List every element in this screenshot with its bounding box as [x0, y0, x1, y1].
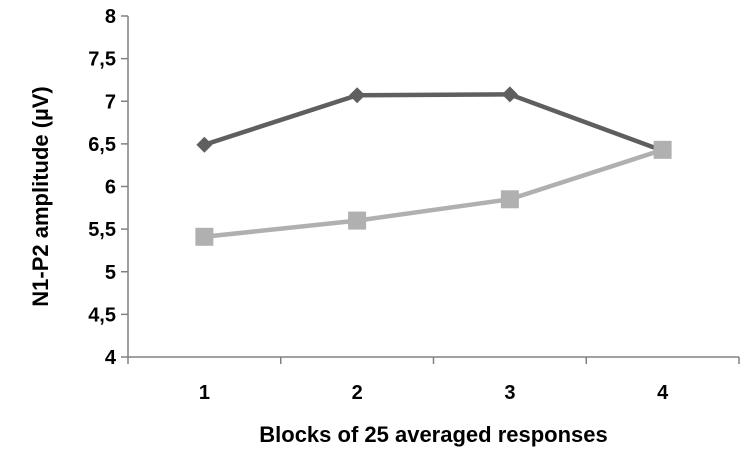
y-tick-label: 7,5: [88, 49, 116, 71]
data-point: [349, 87, 366, 104]
x-axis: 1 2 3 4: [127, 356, 740, 404]
y-tick-label: 4: [105, 347, 117, 369]
data-point: [653, 140, 672, 159]
y-tick-label: 4,5: [88, 304, 116, 326]
y-tick-label: 6: [105, 177, 116, 199]
series-line: [204, 147, 664, 240]
series-1: [196, 86, 671, 159]
x-tick-label: 4: [657, 382, 669, 404]
y-tick-label: 7: [105, 91, 116, 113]
x-tick-label: 3: [504, 382, 515, 404]
y-tick-label: 5,5: [88, 219, 116, 241]
y-tick-label: 5: [105, 262, 116, 284]
y-axis: 4 4,5 5 5,5 6 6,5 7 7,5 8: [88, 6, 129, 369]
series-2: [195, 140, 672, 246]
series-layer: [195, 86, 672, 246]
data-point: [195, 227, 214, 246]
y-tick-label: 8: [105, 6, 116, 28]
data-point: [501, 86, 518, 103]
x-tick-label: 1: [199, 382, 210, 404]
x-tick-label: 2: [352, 382, 363, 404]
data-point: [196, 136, 213, 153]
data-point: [348, 211, 367, 230]
y-tick-label: 6,5: [88, 134, 116, 156]
x-axis-title: Blocks of 25 averaged responses: [259, 422, 608, 447]
y-axis-title: N1-P2 amplitude (µV): [28, 86, 53, 306]
data-point: [500, 190, 519, 209]
series-line: [203, 92, 664, 153]
